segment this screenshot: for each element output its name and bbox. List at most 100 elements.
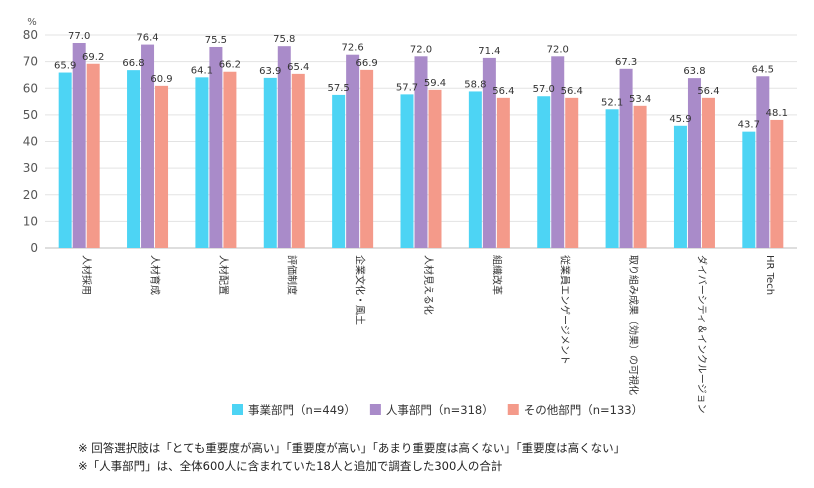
bar — [195, 77, 209, 249]
x-category-label: 従業員エンゲージメント — [559, 255, 572, 365]
x-category-label: 人材見える化 — [422, 255, 435, 315]
bar — [155, 85, 169, 248]
bar — [756, 76, 770, 248]
legend: 事業部門（n=449） 人事部門（n=318） その他部門（n=133） — [232, 403, 643, 417]
bar — [496, 97, 510, 249]
data-label: 53.4 — [629, 94, 651, 105]
bar — [770, 119, 784, 248]
bar — [223, 71, 237, 249]
data-label: 45.9 — [669, 114, 691, 125]
bar — [633, 105, 647, 248]
bar — [414, 56, 428, 248]
x-category-label: 企業文化・風土 — [354, 255, 367, 325]
y-tick-label: 20 — [23, 188, 38, 202]
data-label: 43.7 — [738, 120, 760, 131]
x-axis-category-labels: 人材採用 人材育成 人材配置 評価制度 企業文化・風土 人材見える化 組織改革 従業員エンゲー… — [80, 255, 775, 414]
bar — [565, 97, 579, 249]
data-label: 56.4 — [697, 86, 719, 97]
legend-label: その他部門（n=133） — [524, 403, 643, 417]
data-label: 66.8 — [122, 58, 144, 69]
data-label: 56.4 — [492, 86, 514, 97]
y-tick-label: 40 — [23, 135, 38, 149]
y-tick-label: 30 — [23, 161, 38, 175]
bar — [619, 68, 633, 248]
data-label: 56.4 — [561, 86, 583, 97]
data-label: 76.4 — [136, 33, 158, 44]
bar — [400, 94, 414, 248]
data-label: 72.0 — [547, 44, 569, 55]
x-category-label: 取り組み成果（効果）の可視化 — [627, 255, 640, 395]
y-tick-label: 60 — [23, 81, 38, 95]
data-label: 64.5 — [752, 64, 774, 75]
y-tick-label: 0 — [30, 241, 38, 255]
data-label: 77.0 — [68, 31, 90, 42]
bar — [72, 42, 86, 248]
bar — [468, 91, 482, 248]
data-label: 66.9 — [356, 58, 378, 69]
legend-label: 事業部門（n=449） — [248, 403, 356, 417]
data-label: 63.9 — [259, 66, 281, 77]
data-label: 59.4 — [424, 78, 446, 89]
bar — [86, 63, 100, 248]
y-axis-label: % — [27, 17, 37, 28]
bar — [127, 70, 141, 249]
legend-swatch — [232, 404, 243, 415]
data-label: 60.9 — [150, 74, 172, 85]
data-label: 72.0 — [410, 44, 432, 55]
bar — [687, 78, 701, 248]
data-label: 66.2 — [219, 60, 241, 71]
bar — [141, 44, 155, 249]
bar — [701, 97, 715, 249]
data-label: 67.3 — [615, 57, 637, 68]
data-label: 65.9 — [54, 61, 76, 72]
bar — [209, 46, 223, 249]
y-tick-label: 50 — [23, 108, 38, 122]
data-label: 58.8 — [464, 79, 486, 90]
x-category-label: 人材配置 — [217, 255, 230, 295]
data-label: 69.2 — [82, 52, 104, 63]
bar — [346, 54, 360, 248]
data-label: 64.1 — [191, 65, 213, 76]
bar — [291, 73, 305, 248]
data-labels: 65.9 77.0 69.2 66.8 76.4 60.9 64.1 75.5 66.2 63.9… — [54, 31, 788, 131]
x-category-label: HR Tech — [764, 255, 775, 295]
bar — [263, 77, 277, 249]
legend-swatch — [507, 404, 519, 415]
bars — [58, 42, 784, 249]
data-label: 72.6 — [342, 43, 364, 54]
y-tick-label: 80 — [23, 28, 38, 42]
data-label: 48.1 — [766, 108, 788, 119]
x-category-label: 人材育成 — [149, 255, 162, 295]
data-label: 57.0 — [533, 84, 555, 95]
bar — [58, 72, 72, 248]
footnote-1: ※ 回答選択肢は「とても重要度が高い」「重要度が高い」「あまり重要度は高くない」… — [78, 441, 626, 455]
data-label: 52.1 — [601, 97, 623, 108]
y-tick-label: 70 — [23, 55, 38, 69]
data-label: 63.8 — [683, 66, 705, 77]
bar — [428, 89, 442, 248]
footnote-2: ※「人事部門」は、全体600人に含まれていた18人と追加で調査した300人の合計 — [78, 459, 503, 473]
x-category-label: 組織改革 — [490, 255, 503, 295]
legend-label: 人事部門（n=318） — [386, 403, 494, 417]
x-category-label: ダイバーシティ＆インクルージョン — [695, 255, 708, 414]
bar — [742, 131, 756, 248]
data-label: 57.7 — [396, 82, 418, 93]
data-label: 75.5 — [205, 35, 227, 46]
legend-swatch — [369, 404, 381, 415]
y-axis-ticks: 0 10 20 30 40 50 60 70 80 — [23, 28, 38, 255]
y-tick-label: 10 — [23, 214, 38, 228]
bar — [605, 109, 619, 248]
bar — [551, 56, 565, 248]
bar — [277, 46, 291, 249]
data-label: 75.8 — [273, 34, 295, 45]
bar — [537, 96, 551, 248]
data-label: 71.4 — [478, 46, 500, 57]
x-category-label: 人材採用 — [80, 255, 93, 295]
data-label: 65.4 — [287, 62, 309, 73]
bar — [360, 69, 374, 248]
bar — [332, 94, 346, 248]
bar — [673, 125, 687, 248]
x-category-label: 評価制度 — [285, 255, 298, 295]
bar — [482, 57, 496, 249]
